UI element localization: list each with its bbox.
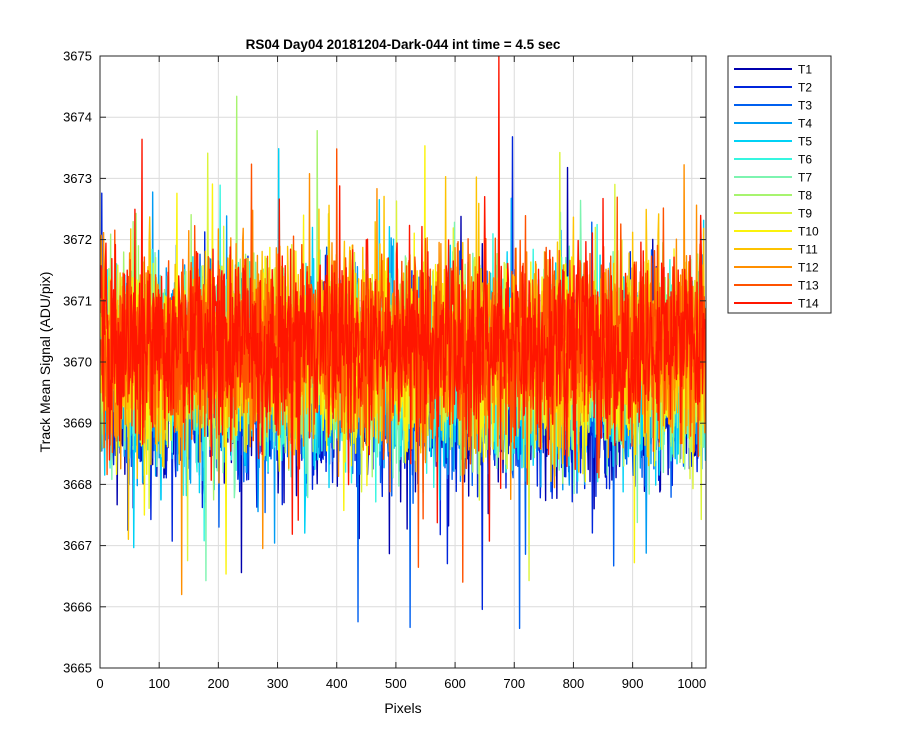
x-axis-label: Pixels bbox=[384, 700, 421, 716]
x-tick-label: 400 bbox=[326, 676, 348, 691]
legend-box bbox=[727, 55, 832, 314]
x-tick-label: 500 bbox=[385, 676, 407, 691]
legend-label: T8 bbox=[798, 189, 812, 203]
x-tick-label: 700 bbox=[503, 676, 525, 691]
legend-item-t8: T8 bbox=[734, 189, 812, 203]
legend-label: T10 bbox=[798, 225, 819, 239]
legend-label: T6 bbox=[798, 153, 812, 167]
legend-label: T2 bbox=[798, 81, 812, 95]
y-tick-label: 3666 bbox=[63, 599, 92, 614]
x-tick-label: 100 bbox=[148, 676, 170, 691]
x-tick-label: 1000 bbox=[677, 676, 706, 691]
legend-item-t11: T11 bbox=[734, 243, 818, 257]
legend-label: T4 bbox=[798, 117, 812, 131]
y-tick-label: 3668 bbox=[63, 477, 92, 492]
legend-item-t12: T12 bbox=[734, 261, 819, 275]
legend-item-t3: T3 bbox=[734, 99, 812, 113]
y-tick-label: 3675 bbox=[63, 49, 92, 64]
y-tick-label: 3674 bbox=[63, 110, 92, 125]
legend-item-t13: T13 bbox=[734, 279, 819, 293]
x-tick-label: 600 bbox=[444, 676, 466, 691]
series-group bbox=[100, 56, 706, 630]
series-line-t14 bbox=[100, 56, 706, 542]
y-tick-label: 3670 bbox=[63, 355, 92, 370]
legend-label: T11 bbox=[798, 243, 818, 257]
y-axis-label: Track Mean Signal (ADU/pix) bbox=[37, 272, 53, 453]
y-tick-label: 3669 bbox=[63, 416, 92, 431]
legend-item-t4: T4 bbox=[734, 117, 812, 131]
legend-item-t2: T2 bbox=[734, 81, 812, 95]
x-tick-label: 300 bbox=[267, 676, 289, 691]
legend-item-t14: T14 bbox=[734, 297, 819, 311]
x-tick-label: 800 bbox=[563, 676, 585, 691]
legend-label: T12 bbox=[798, 261, 819, 275]
legend-label: T5 bbox=[798, 135, 812, 149]
legend-label: T3 bbox=[798, 99, 812, 113]
legend-label: T1 bbox=[798, 63, 812, 77]
legend-label: T14 bbox=[798, 297, 819, 311]
chart-title: RS04 Day04 20181204-Dark-044 int time = … bbox=[246, 37, 561, 52]
axis-ticks: 0 100 200 300 400 500 600 700 800 900 1000 3665 3666… bbox=[63, 49, 706, 692]
y-tick-label: 3667 bbox=[63, 538, 92, 553]
legend-item-t6: T6 bbox=[734, 153, 812, 167]
y-tick-label: 3673 bbox=[63, 171, 92, 186]
legend-item-t10: T10 bbox=[734, 225, 819, 239]
y-tick-label: 3665 bbox=[63, 661, 92, 676]
legend: T1 T2 T3 T4 T5 T6 T7 T8 T9 T10 T11 T12 T13 T14 bbox=[727, 55, 832, 314]
legend-label: T7 bbox=[798, 171, 812, 185]
y-tick-label: 3672 bbox=[63, 232, 92, 247]
x-tick-label: 900 bbox=[622, 676, 644, 691]
x-tick-label: 200 bbox=[208, 676, 230, 691]
legend-item-t5: T5 bbox=[734, 135, 812, 149]
y-tick-label: 3671 bbox=[63, 293, 92, 308]
legend-item-t1: T1 bbox=[734, 63, 812, 77]
legend-label: T13 bbox=[798, 279, 819, 293]
x-tick-label: 0 bbox=[96, 676, 103, 691]
legend-item-t7: T7 bbox=[734, 171, 812, 185]
legend-label: T9 bbox=[798, 207, 812, 221]
legend-item-t9: T9 bbox=[734, 207, 812, 221]
